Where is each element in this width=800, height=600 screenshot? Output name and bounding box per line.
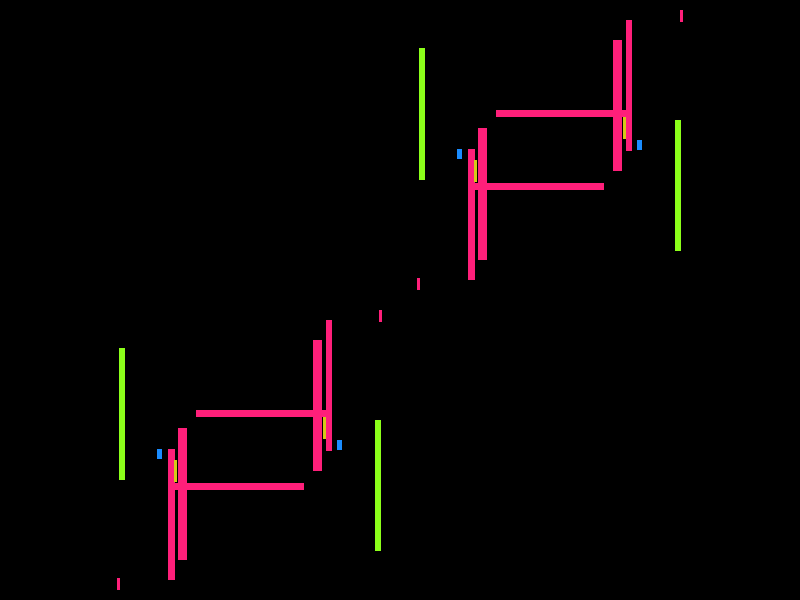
green-post bbox=[119, 348, 125, 480]
pink-bar-vertical bbox=[313, 340, 322, 471]
yellow-marker bbox=[174, 460, 177, 482]
pink-bar-horizontal bbox=[496, 110, 630, 117]
blue-marker bbox=[157, 449, 162, 459]
structure-lower-left bbox=[117, 320, 381, 590]
blue-marker bbox=[337, 440, 342, 450]
pink-tick bbox=[417, 278, 420, 290]
pink-bar-vertical bbox=[168, 449, 175, 580]
blue-marker bbox=[457, 149, 462, 159]
pink-bar-vertical bbox=[613, 40, 622, 171]
pink-bar-horizontal bbox=[170, 483, 304, 490]
pink-tick bbox=[117, 578, 120, 590]
connector-ticks bbox=[379, 278, 420, 322]
pink-bar-vertical bbox=[468, 149, 475, 280]
pink-bar-vertical bbox=[178, 428, 187, 560]
green-post bbox=[375, 420, 381, 551]
structure-upper-right bbox=[419, 10, 683, 280]
green-post bbox=[419, 48, 425, 180]
green-post bbox=[675, 120, 681, 251]
pink-bar-vertical bbox=[478, 128, 487, 260]
yellow-marker bbox=[623, 117, 626, 139]
pink-bar-horizontal bbox=[470, 183, 604, 190]
pink-tick bbox=[680, 10, 683, 22]
pink-bar-vertical bbox=[326, 320, 332, 451]
yellow-marker bbox=[323, 417, 326, 439]
pink-bar-horizontal bbox=[196, 410, 330, 417]
pink-bar-vertical bbox=[626, 20, 632, 151]
yellow-marker bbox=[474, 160, 477, 182]
blue-marker bbox=[637, 140, 642, 150]
pink-tick bbox=[379, 310, 382, 322]
